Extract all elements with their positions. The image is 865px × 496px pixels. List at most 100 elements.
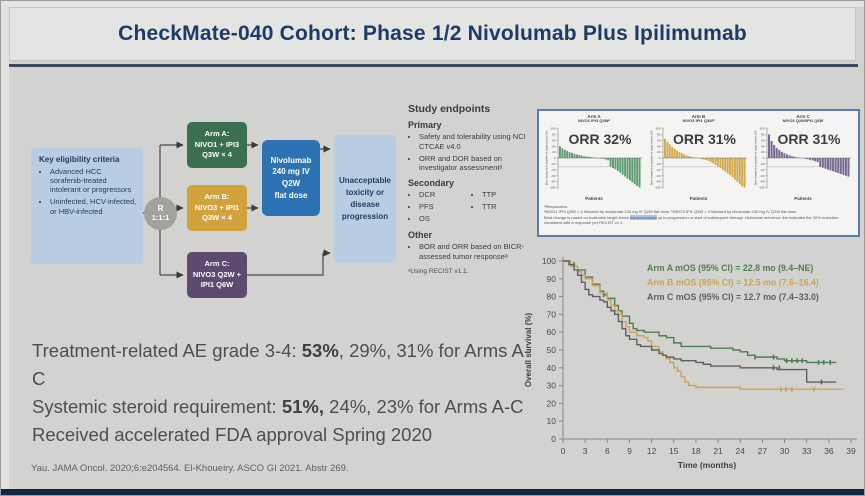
endpoints-title: Study endpoints	[408, 103, 491, 115]
waterfall-footnotes: ᵃResponders. ᵃNIVO1 IPI3 Q3W = 4 followe…	[542, 204, 855, 226]
eligibility-item: Uninfected, HCV-infected, or HBV-infecte…	[50, 197, 137, 215]
arm-a-schedule: Q3W × 4	[202, 150, 232, 160]
arm-a-box: Arm A: NIVO1 + IPI3 Q3W × 4	[187, 122, 247, 168]
svg-text:40: 40	[657, 144, 661, 148]
svg-text:60: 60	[657, 138, 661, 142]
svg-text:24: 24	[735, 446, 745, 456]
svg-text:40: 40	[547, 363, 557, 373]
svg-text:60: 60	[547, 327, 557, 337]
svg-text:-80: -80	[760, 179, 765, 183]
svg-text:36: 36	[824, 446, 834, 456]
waterfall-arm-c: Arm C NIVO3 Q2W/IPI1 Q6W 100 80 60 40 20 0 -20…	[751, 113, 855, 201]
ae-line-1: Treatment-related AE grade 3-4: 53%, 29%…	[32, 337, 537, 393]
key-findings-text: Treatment-related AE grade 3-4: 53%, 29%…	[32, 337, 537, 449]
discontinuation-box: Unacceptable toxicity or disease progres…	[334, 135, 396, 263]
svg-text:Arm C mOS (95% CI) = 12.7 mo (: Arm C mOS (95% CI) = 12.7 mo (7.4–33.0)	[647, 292, 819, 302]
secondary-col2: TTP TTR	[482, 190, 534, 225]
waterfall-row: Arm A NIVO1 IPI3 Q3Wᵃ 100 80 60 40 20 0 -20 -40…	[542, 113, 855, 201]
randomization-ratio: 1:1:1	[151, 212, 170, 222]
svg-text:Arm A mOS (95% CI) = 22.8 mo (: Arm A mOS (95% CI) = 22.8 mo (9.4–NE)	[647, 263, 813, 273]
ae-line-3: Received accelerated FDA approval Spring…	[32, 424, 433, 445]
ae-line-2: Systemic steroid requirement: 51%, 24%, …	[32, 393, 537, 421]
waterfall-arm-c-header: Arm C NIVO3 Q2W/IPI1 Q6W	[751, 114, 855, 124]
waterfall-arm-a-xlabel: Patients	[585, 195, 603, 201]
citation: Yau. JAMA Oncol. 2020;6:e204564. El-Khou…	[31, 463, 349, 474]
left-edge-strip	[1, 1, 9, 495]
other-list: BOR and ORR based on BICR-assessed tumor…	[419, 242, 536, 262]
secondary-col1: DCR PFS OS	[419, 190, 471, 225]
ae-line1-bold: 53%	[301, 340, 339, 361]
waterfall-arm-b: Arm B NIVO3 IPI1 Q3Wᵇ 100 80 60 40 20 0 -20 -40…	[647, 113, 751, 201]
title-divider	[9, 64, 858, 67]
svg-text:9: 9	[627, 446, 632, 456]
svg-text:3: 3	[583, 446, 588, 456]
arm-b-regimen: NIVO3 + IPI1	[194, 202, 240, 212]
svg-text:Arm B mOS (95% CI) = 12.5 mo (: Arm B mOS (95% CI) = 12.5 mo (7.6–16.4)	[647, 278, 819, 288]
ae-line2-bold: 51%,	[281, 396, 325, 417]
ae-line1-post: , 29%, 31% for Arms A-C	[32, 340, 531, 389]
svg-text:10: 10	[547, 416, 557, 426]
waterfall-footnote-2: ᵃNIVO1 IPI3 Q3W = 4 followed by nivoluma…	[544, 209, 798, 215]
waterfall-arm-b-header: Arm B NIVO3 IPI1 Q3Wᵇ	[647, 114, 751, 124]
eligibility-title: Key eligibility criteria	[39, 155, 120, 164]
svg-text:0: 0	[561, 446, 566, 456]
km-plot-panel: 0 10 20 30 40 50 60 70 80 90 100 0 3 6 9 12 15 18 21 24 27 30…	[519, 247, 864, 477]
waterfall-panel: Arm A NIVO1 IPI3 Q3Wᵃ 100 80 60 40 20 0 -20 -40…	[537, 109, 860, 237]
arm-c-box: Arm C: NIVO3 Q2W + IPI1 Q6W	[187, 252, 247, 298]
svg-text:40: 40	[761, 144, 765, 148]
footnote3-highlight: measurements	[630, 214, 657, 220]
svg-text:0: 0	[551, 434, 556, 444]
other-item: BOR and ORR based on BICR-assessed tumor…	[419, 242, 536, 262]
title-bar: CheckMate-040 Cohort: Phase 1/2 Nivoluma…	[9, 7, 856, 61]
top-edge-strip	[1, 1, 864, 7]
svg-text:-100: -100	[549, 185, 555, 189]
randomization-label: R	[157, 204, 164, 214]
svg-text:6: 6	[605, 446, 610, 456]
waterfall-arm-a-title: Arm A	[587, 114, 601, 119]
waterfall-arm-a-subtitle: NIVO1 IPI3 Q3Wᵃ	[578, 118, 610, 124]
secondary-label: Secondary	[408, 178, 455, 188]
svg-text:-40: -40	[656, 168, 661, 172]
waterfall-arm-b-subtitle: NIVO3 IPI1 Q3Wᵇ	[682, 118, 715, 124]
arm-a-name: Arm A:	[204, 129, 230, 139]
svg-text:20: 20	[547, 398, 557, 408]
svg-text:50: 50	[547, 345, 557, 355]
waterfall-arm-c-xlabel: Patients	[794, 195, 812, 201]
ae-line1-pre: Treatment-related AE grade 3-4:	[32, 340, 302, 361]
svg-text:60: 60	[552, 138, 556, 142]
orr-arm-b: ORR 31%	[672, 131, 737, 147]
svg-text:27: 27	[758, 446, 768, 456]
waterfall-footnote-1: ᵃResponders.	[544, 203, 569, 209]
nivolumab-line: Q2W	[281, 179, 301, 188]
svg-text:30: 30	[547, 381, 557, 391]
svg-text:-80: -80	[551, 179, 556, 183]
primary-list: Safety and tolerability using NCI CTCAE …	[419, 132, 536, 173]
nivolumab-maintenance-box: Nivolumab 240 mg IV Q2W flat dose	[262, 140, 320, 216]
secondary-lists: DCR PFS OS TTP TTR	[408, 190, 536, 225]
svg-text:90: 90	[547, 274, 557, 284]
footnote3-pre: Best change is based on evaluable target…	[544, 214, 631, 220]
svg-text:80: 80	[547, 292, 557, 302]
bottom-accent-bar	[1, 489, 864, 495]
svg-text:80: 80	[552, 132, 556, 136]
orr-arm-c: ORR 31%	[777, 131, 841, 147]
eligibility-list: Advanced HCC sorafenib-treated intoleran…	[50, 167, 137, 216]
secondary-item: DCR	[419, 190, 471, 200]
arm-c-name: Arm C:	[204, 259, 230, 269]
endpoints-footnote: ᵃUsing RECIST v1.1.	[408, 267, 469, 275]
secondary-item: OS	[419, 214, 471, 224]
waterfall-arm-a: Arm A NIVO1 IPI3 Q3Wᵃ 100 80 60 40 20 0 -20 -40…	[542, 113, 646, 201]
page-title: CheckMate-040 Cohort: Phase 1/2 Nivoluma…	[118, 22, 747, 45]
waterfall-footnote-3: Best change is based on evaluable target…	[544, 214, 853, 226]
svg-text:60: 60	[761, 138, 765, 142]
eligibility-box: Key eligibility criteria Advanced HCC so…	[31, 148, 143, 264]
primary-label: Primary	[408, 120, 442, 130]
svg-text:-20: -20	[656, 162, 661, 166]
svg-text:-100: -100	[758, 185, 764, 189]
svg-text:Overall survival (%): Overall survival (%)	[524, 313, 533, 388]
arm-c-schedule: IPI1 Q6W	[200, 280, 234, 290]
waterfall-arm-a-header: Arm A NIVO1 IPI3 Q3Wᵃ	[542, 114, 646, 124]
